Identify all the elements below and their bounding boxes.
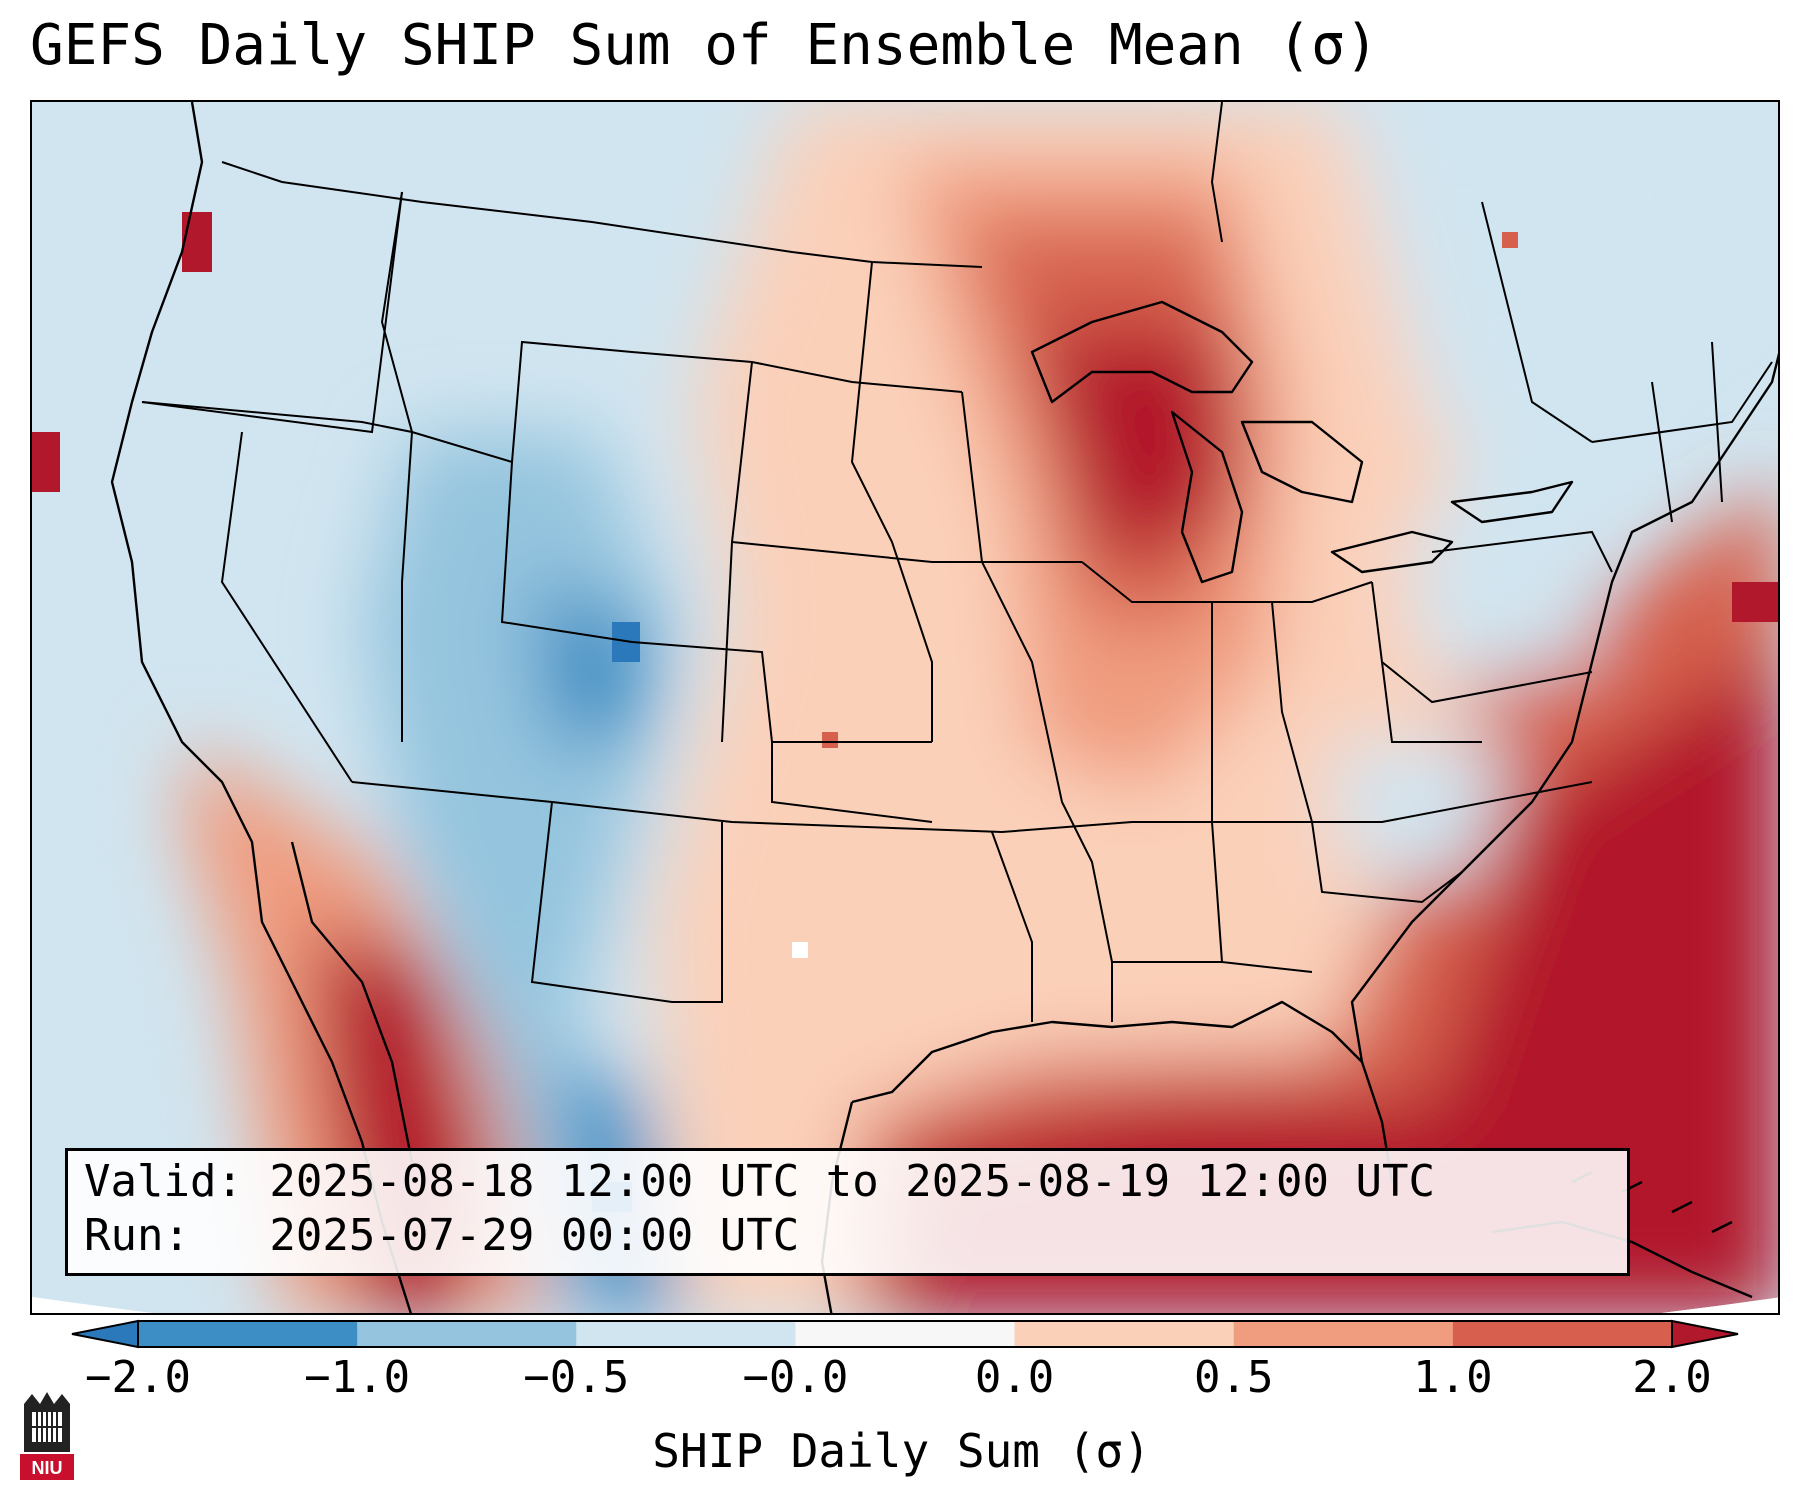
- colorbar: [71, 1319, 1739, 1349]
- map-title: GEFS Daily SHIP Sum of Ensemble Mean (σ): [30, 13, 1379, 78]
- colorbar-segment: [138, 1321, 358, 1347]
- colorbar-label: SHIP Daily Sum (σ): [652, 1424, 1151, 1478]
- colorbar-segment: [1014, 1321, 1235, 1347]
- colorbar-segment: [357, 1321, 577, 1347]
- map-panel: [30, 100, 1780, 1315]
- state-borders: [141, 102, 1773, 1022]
- map-canvas: [32, 102, 1778, 1313]
- colorbar-extend-max: [1671, 1319, 1739, 1349]
- colorbar-segment: [576, 1321, 796, 1347]
- valid-time-text: Valid: 2025-08-18 12:00 UTC to 2025-08-1…: [84, 1156, 1436, 1207]
- run-time-text: Run: 2025-07-29 00:00 UTC: [84, 1210, 800, 1261]
- coastlines: [110, 102, 1778, 1313]
- colorbar-segment: [1452, 1321, 1673, 1347]
- colorbar-tick-label: 2.0: [1632, 1352, 1712, 1403]
- niu-logo-icon: NIU: [20, 1392, 74, 1480]
- colorbar-tick-label: 0.0: [974, 1352, 1055, 1403]
- colorbar-tick-label: −0.5: [523, 1352, 630, 1403]
- colorbar-tick-label: −1.0: [304, 1352, 411, 1403]
- colorbar-extend-min: [71, 1319, 139, 1349]
- colorbar-segment: [795, 1321, 1016, 1347]
- validity-info-box: Valid: 2025-08-18 12:00 UTC to 2025-08-1…: [65, 1148, 1630, 1276]
- colorbar-outline: [137, 1320, 1673, 1348]
- logo-text: NIU: [32, 1458, 63, 1478]
- colorbar-tick-label: −2.0: [85, 1352, 191, 1403]
- grid-cells: [32, 212, 1778, 1212]
- colorbar-ticks: −2.0 −1.0 −0.5 −0.0 0.0 0.5 1.0 2.0: [0, 1352, 1803, 1412]
- anomaly-field: [32, 102, 1778, 1313]
- colorbar-tick-label: 0.5: [1193, 1352, 1274, 1403]
- colorbar-tick-label: −0.0: [742, 1352, 849, 1403]
- colorbar-segment: [1233, 1321, 1454, 1347]
- colorbar-tick-label: 1.0: [1413, 1352, 1493, 1403]
